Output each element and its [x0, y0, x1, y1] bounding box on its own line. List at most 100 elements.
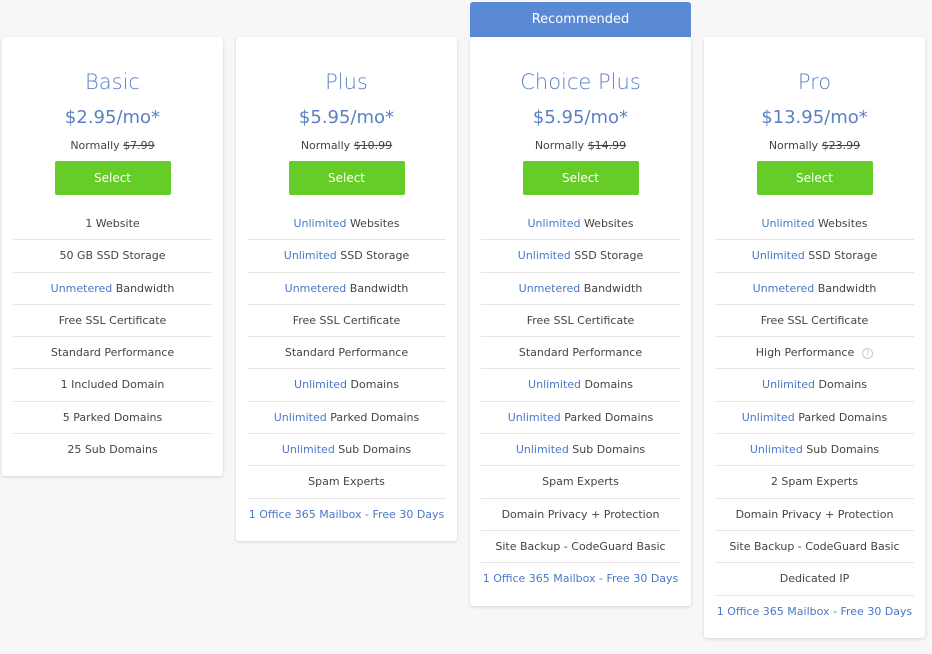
feature-list: Unlimited Websites Unlimited SSD Storage U… [481, 208, 680, 596]
feature-text: Spam Experts [542, 475, 619, 489]
feature-highlight: Unlimited [527, 217, 581, 230]
feature-text: Free SSL Certificate [526, 313, 635, 327]
select-button[interactable]: Select [756, 161, 873, 195]
feature-text: Websites [346, 217, 400, 230]
normally-label: Normally [300, 139, 351, 152]
feature-link[interactable]: 1 Office 365 Mailbox - Free 30 Days [716, 604, 913, 618]
select-button[interactable]: Select [522, 161, 639, 195]
feature-text: Parked Domains [326, 410, 420, 424]
feature-text: Sub Domains [568, 443, 646, 457]
feature-item: Domain Privacy + Protection [715, 499, 914, 531]
feature-highlight: Unlimited [515, 443, 569, 457]
feature-text: Standard Performance [50, 346, 175, 360]
feature-item: 25 Sub Domains [13, 434, 212, 466]
plan-name: Choice Plus [520, 70, 641, 94]
feature-text: 5 Parked Domains [62, 410, 163, 424]
feature-text: Parked Domains [794, 410, 888, 424]
feature-highlight: Unlimited [749, 443, 803, 457]
feature-text: 50 GB SSD Storage [59, 249, 166, 263]
info-icon[interactable]: ? [862, 347, 874, 359]
feature-text: 25 Sub Domains [67, 443, 158, 457]
feature-highlight: Unlimited [751, 249, 805, 263]
plan-price: $5.95/mo* [298, 107, 395, 128]
feature-item[interactable]: 1 Office 365 Mailbox - Free 30 Days [247, 499, 446, 531]
feature-text: Free SSL Certificate [760, 313, 869, 327]
feature-highlight: Unlimited [281, 443, 335, 457]
plan-card-plus: Plus $5.95/mo* Normally $10.99 Select Un… [236, 37, 457, 541]
feature-item: Unlimited SSD Storage [715, 240, 914, 273]
feature-highlight: Unlimited [283, 249, 337, 263]
normal-price: Normally $10.99 [236, 138, 457, 154]
plan-card-basic: Basic $2.95/mo* Normally $7.99 Select 1 … [2, 37, 223, 477]
feature-item[interactable]: 1 Office 365 Mailbox - Free 30 Days [481, 563, 680, 595]
feature-text: Websites [814, 217, 868, 230]
feature-highlight: Unlimited [761, 217, 815, 230]
feature-item: Dedicated IP [715, 563, 914, 596]
original-price: $23.99 [821, 139, 861, 152]
select-button[interactable]: Select [54, 161, 171, 195]
feature-text: Domains [581, 378, 633, 392]
original-price: $14.99 [587, 139, 627, 152]
feature-text: Parked Domains [560, 410, 654, 424]
feature-item: Standard Performance [13, 337, 212, 370]
feature-text: Domains [347, 378, 399, 392]
feature-item: 1 Included Domain [13, 369, 212, 402]
original-price: $7.99 [123, 139, 155, 152]
feature-list: 1 Website 50 GB SSD Storage Unmetered Band… [13, 208, 212, 466]
feature-text: Site Backup - CodeGuard Basic [729, 539, 900, 553]
feature-item: Unmetered Bandwidth [715, 273, 914, 305]
feature-text: SSD Storage [804, 249, 878, 263]
feature-text: Standard Performance [284, 346, 409, 360]
feature-text: Sub Domains [334, 443, 412, 457]
plan-name: Basic [85, 70, 140, 94]
normal-price: Normally $14.99 [470, 138, 691, 154]
feature-text: Domains [815, 378, 867, 392]
feature-link[interactable]: 1 Office 365 Mailbox - Free 30 Days [248, 507, 445, 521]
feature-highlight: Unlimited [293, 217, 347, 230]
feature-item: Unlimited SSD Storage [481, 240, 680, 273]
feature-item[interactable]: 1 Office 365 Mailbox - Free 30 Days [715, 596, 914, 628]
feature-item: Unlimited Sub Domains [715, 434, 914, 467]
feature-text: SSD Storage [570, 249, 644, 263]
feature-text: Dedicated IP [779, 572, 850, 586]
feature-highlight: Unlimited [741, 410, 795, 424]
feature-text: Free SSL Certificate [292, 313, 401, 327]
feature-item: Unlimited Parked Domains [715, 402, 914, 435]
normally-label: Normally [534, 139, 585, 152]
feature-item: 1 Website [13, 208, 212, 241]
feature-item: Unlimited Parked Domains [247, 402, 446, 435]
feature-highlight: Unmetered [518, 281, 581, 295]
feature-text: Sub Domains [802, 443, 880, 457]
feature-item: Unlimited Parked Domains [481, 402, 680, 435]
recommended-banner: Recommended [470, 2, 691, 37]
feature-item: Free SSL Certificate [481, 305, 680, 338]
feature-item: Unlimited SSD Storage [247, 240, 446, 273]
feature-text: Bandwidth [580, 281, 643, 295]
feature-text: 1 Included Domain [60, 378, 165, 392]
plan-name: Plus [325, 70, 368, 94]
feature-text: Free SSL Certificate [58, 313, 167, 327]
feature-item: Unlimited Sub Domains [481, 434, 680, 467]
feature-text: Websites [580, 217, 634, 230]
feature-text: Domain Privacy + Protection [501, 507, 660, 521]
normal-price: Normally $7.99 [2, 138, 223, 154]
feature-item: Spam Experts [481, 466, 680, 499]
feature-text: High Performance [755, 346, 855, 360]
feature-highlight: Unlimited [273, 410, 327, 424]
feature-highlight: Unlimited [294, 378, 348, 392]
feature-text: Bandwidth [814, 281, 877, 295]
feature-item: Unlimited Websites [481, 208, 680, 241]
feature-text: Spam Experts [308, 475, 385, 489]
feature-list: Unlimited Websites Unlimited SSD Storage U… [247, 208, 446, 531]
feature-highlight: Unlimited [517, 249, 571, 263]
feature-highlight: Unmetered [50, 281, 113, 295]
feature-item: Unlimited Websites [247, 208, 446, 241]
feature-highlight: Unlimited [507, 410, 561, 424]
select-button[interactable]: Select [288, 161, 405, 195]
feature-item: Standard Performance [247, 337, 446, 370]
normally-label: Normally [70, 139, 120, 152]
normal-price: Normally $23.99 [704, 138, 925, 154]
feature-link[interactable]: 1 Office 365 Mailbox - Free 30 Days [482, 572, 679, 586]
plan-name: Pro [797, 70, 832, 94]
feature-highlight: Unlimited [528, 378, 582, 392]
